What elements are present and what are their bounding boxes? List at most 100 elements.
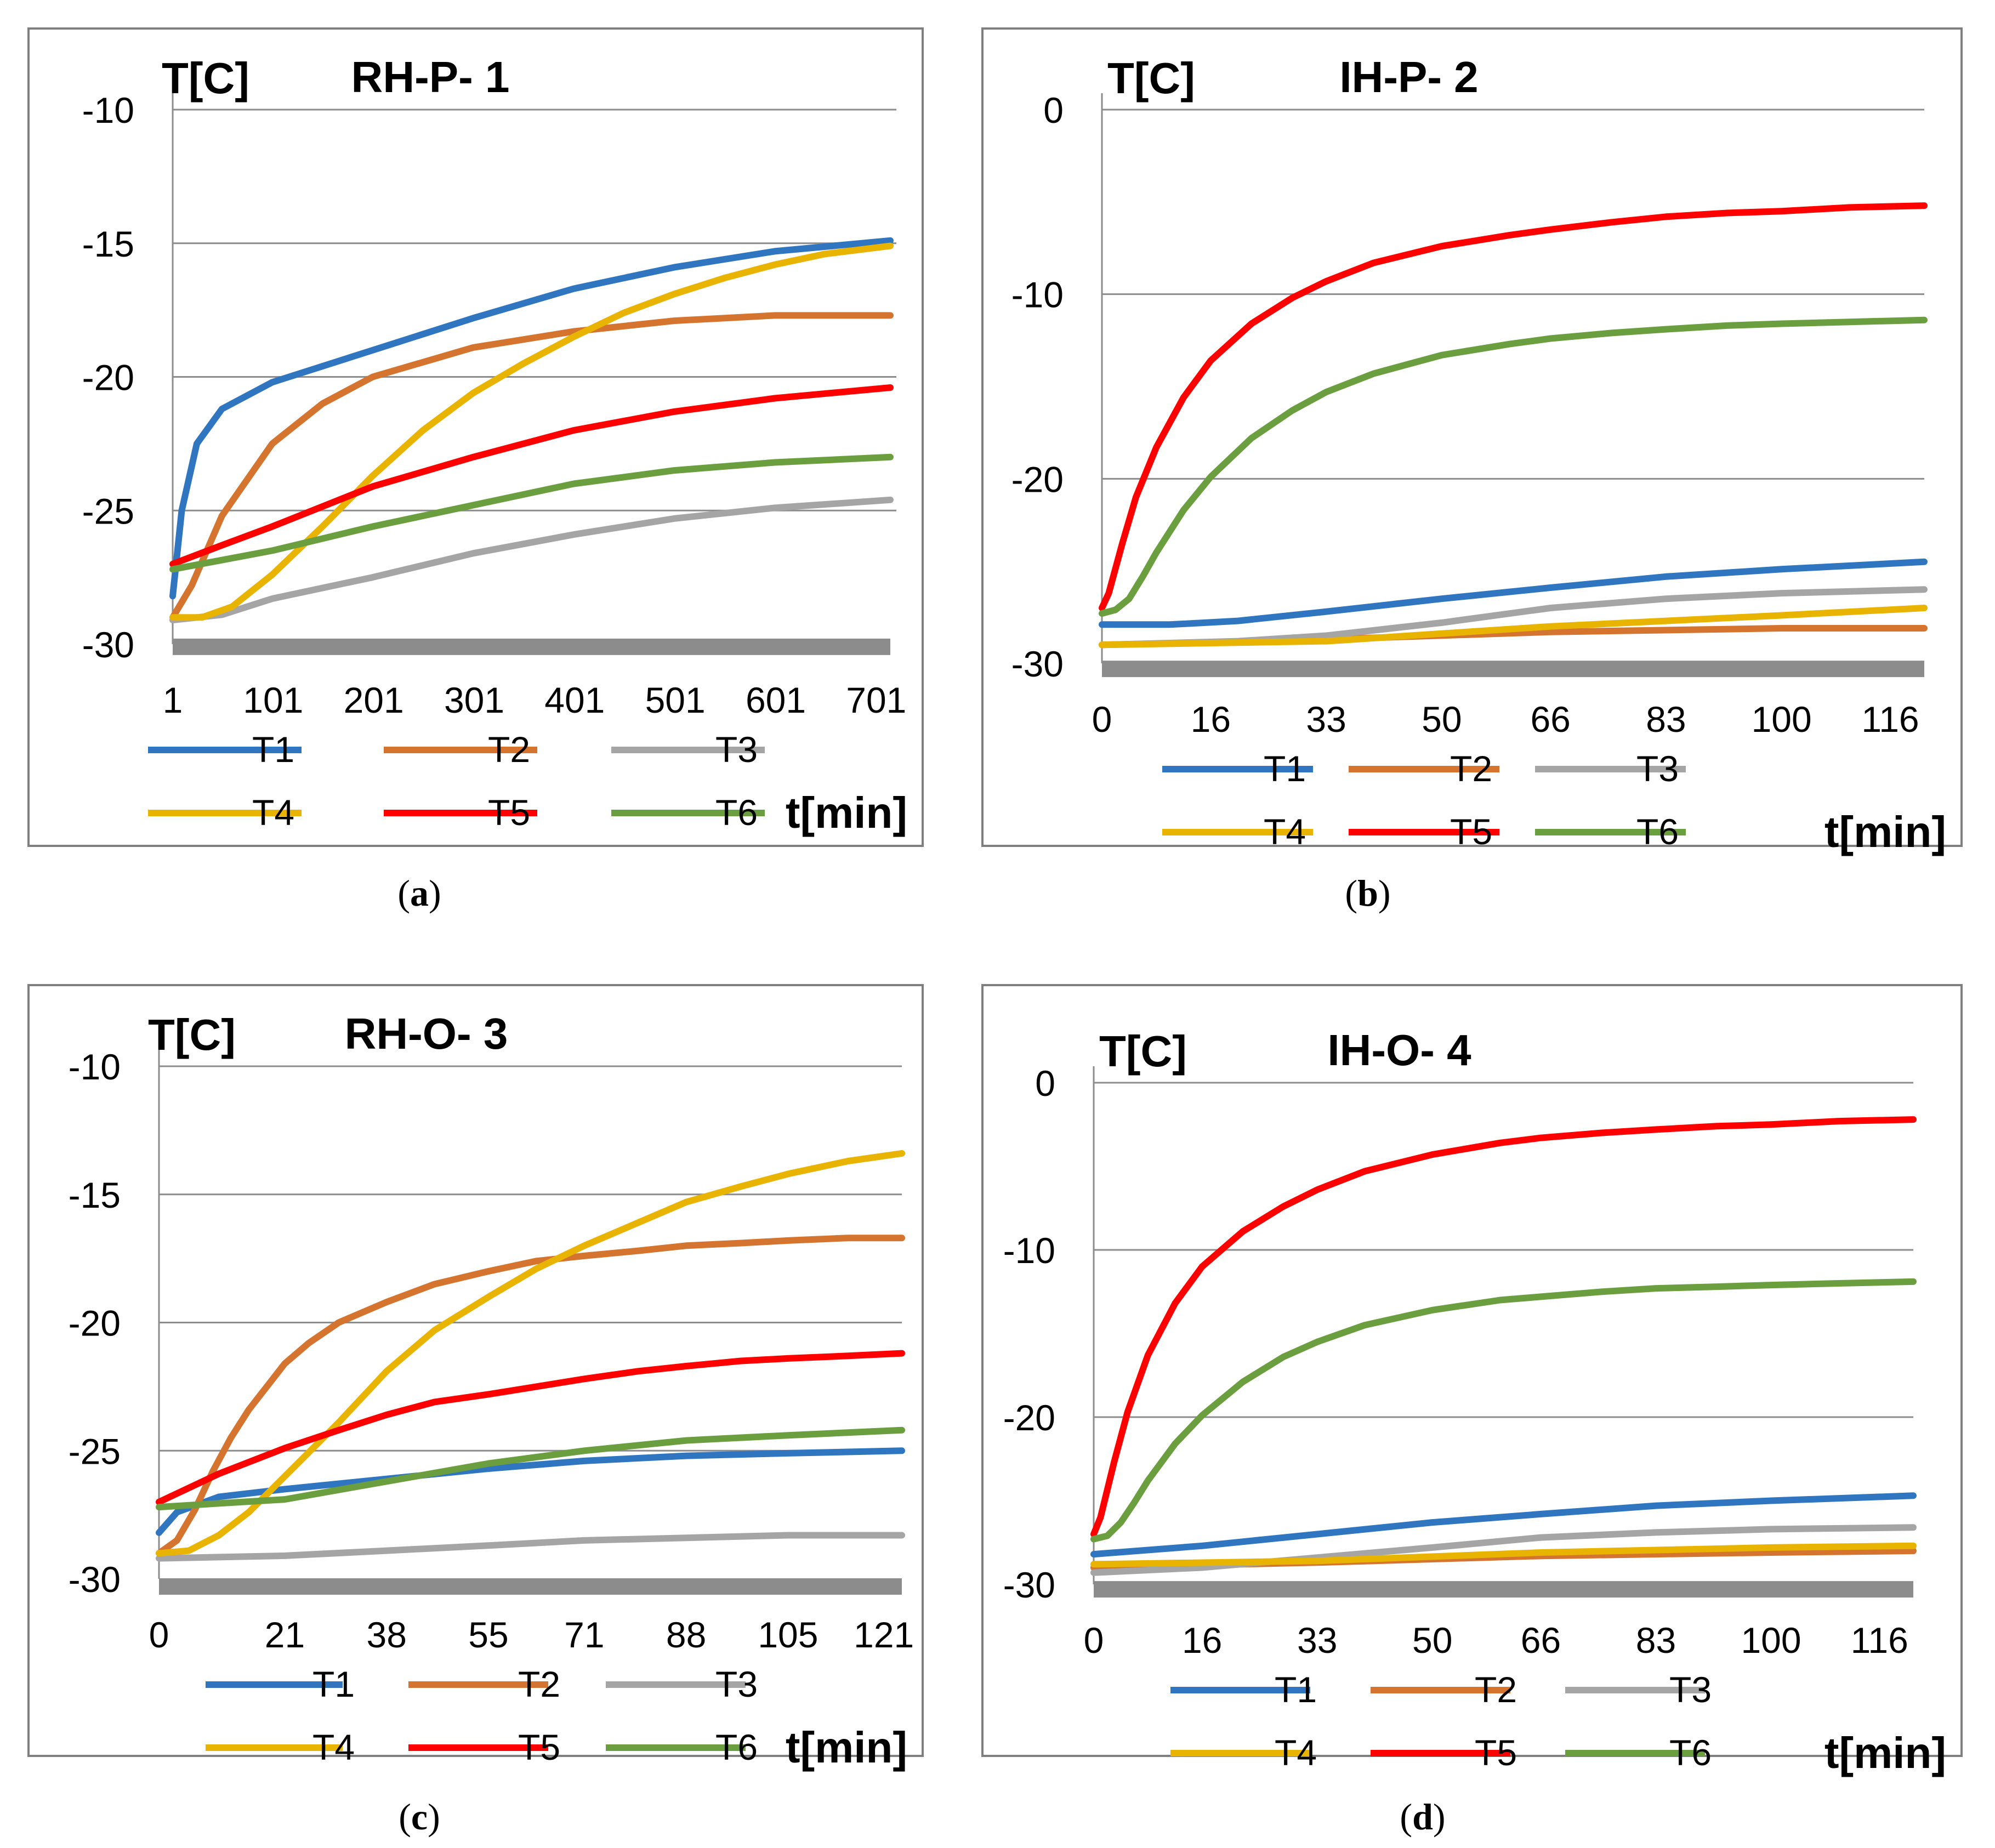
chart-frame: [27, 984, 924, 1757]
caption-letter: c: [411, 1796, 428, 1838]
x-tick-label: 121: [854, 1614, 914, 1655]
x-tick-label: 116: [1861, 699, 1919, 740]
subfigure-caption: (a): [397, 872, 441, 914]
series-line-t5: [1099, 202, 1928, 611]
y-tick-label: -10: [82, 90, 134, 130]
chart-panel-2: 0 -10 -20 -30 0 16 33 50 66 83 100 116 T[C] IH-P- 2 T1…: [981, 27, 1963, 856]
chart-svg-3: -10 -15 -20 -25 -30 0 21 38 55 71 88 105 121 T[C] RH-O…: [27, 984, 924, 1772]
subfigure-caption: (b): [1345, 872, 1391, 914]
y-tick-label: 0: [1043, 90, 1064, 130]
chart-frame: [981, 27, 1963, 847]
legend-label-t4: T4: [312, 1727, 355, 1767]
x-tick-label: 83: [1646, 699, 1686, 740]
legend-label-t1: T1: [1275, 1669, 1317, 1710]
legend-label-t2: T2: [488, 729, 530, 770]
y-axis-label: T[C]: [1107, 54, 1195, 103]
y-tick-label: -10: [69, 1047, 121, 1087]
legend-label-t2: T2: [1475, 1669, 1517, 1710]
subfigure-caption: (c): [399, 1796, 440, 1838]
y-tick-label: -20: [82, 357, 134, 398]
series-line-t1: [1099, 558, 1928, 628]
y-tick-label: -25: [82, 491, 134, 531]
x-tick-label: 66: [1521, 1620, 1561, 1661]
subfigure-caption: (d): [1400, 1796, 1446, 1838]
x-tick-label: 38: [367, 1614, 407, 1655]
x-tick-label: 88: [666, 1614, 706, 1655]
y-tick-label: -15: [82, 224, 134, 264]
chart-frame: [981, 984, 1963, 1757]
y-tick-label: -20: [1011, 459, 1064, 499]
x-tick-label: 21: [265, 1614, 305, 1655]
x-tick-label: 55: [468, 1614, 508, 1655]
x-axis-label: t[min]: [1825, 808, 1946, 856]
y-tick-label: -20: [69, 1303, 121, 1344]
legend-label-t4: T4: [252, 792, 294, 833]
series-line-t4: [1099, 605, 1928, 649]
legend-label-t1: T1: [312, 1664, 355, 1704]
series-line-t1: [1090, 1492, 1917, 1558]
legend-label-t3: T3: [1669, 1669, 1712, 1710]
series-line-t3: [156, 1532, 905, 1562]
y-tick-label: -10: [1011, 275, 1064, 315]
x-tick-label: 33: [1306, 699, 1346, 740]
x-tick-label: 33: [1297, 1620, 1337, 1661]
x-tick-label: 101: [243, 680, 303, 720]
y-tick-label: -15: [69, 1175, 121, 1215]
series-line-t2: [169, 312, 894, 621]
chart-title: IH-O- 4: [1327, 1026, 1471, 1074]
chart-svg-4: 0 -10 -20 -30 0 16 33 50 66 83 100 116 T[C] IH-O- 4 T1…: [981, 984, 1963, 1777]
legend-label-t6: T6: [1669, 1732, 1712, 1773]
x-tick-label: 83: [1636, 1620, 1676, 1661]
y-tick-label: 0: [1035, 1063, 1055, 1104]
legend-label-t5: T5: [1475, 1732, 1517, 1773]
legend-label-t6: T6: [715, 1727, 758, 1767]
x-tick-label: 301: [444, 680, 504, 720]
series-line-t4: [169, 242, 894, 621]
chart-panel-1: -10 -15 -20 -25 -30 1 101 201 301 401 501 601 701 T[C…: [27, 27, 924, 847]
y-tick-label: -30: [1011, 644, 1064, 684]
legend-label-t5: T5: [1450, 811, 1492, 852]
series-line-t6: [169, 453, 894, 573]
x-tick-label: 701: [846, 680, 906, 720]
series-line-t4: [156, 1150, 905, 1557]
legend-label-t4: T4: [1275, 1732, 1317, 1773]
x-tick-label: 71: [564, 1614, 604, 1655]
chart-svg-1: -10 -15 -20 -25 -30 1 101 201 301 401 501 601 701 T[C…: [27, 27, 924, 847]
x-tick-label: 105: [758, 1614, 818, 1655]
x-tick-label: 16: [1191, 699, 1231, 740]
series-line-t5: [169, 384, 894, 567]
chart-panel-3: -10 -15 -20 -25 -30 0 21 38 55 71 88 105 121 T[C] RH-O…: [27, 984, 924, 1772]
legend-label-t3: T3: [1636, 748, 1679, 789]
legend-label-t5: T5: [488, 792, 530, 833]
x-tick-label: 100: [1741, 1620, 1801, 1661]
legend-label-t2: T2: [1450, 748, 1492, 789]
legend-label-t3: T3: [715, 1664, 758, 1704]
x-tick-label: 50: [1422, 699, 1462, 740]
x-axis-label: t[min]: [786, 1723, 907, 1772]
x-tick-label: 201: [344, 680, 404, 720]
x-tick-label: 66: [1530, 699, 1570, 740]
chart-svg-2: 0 -10 -20 -30 0 16 33 50 66 83 100 116 T[C] IH-P- 2 T1…: [981, 27, 1963, 856]
series-line-t2: [156, 1235, 905, 1557]
chart-title: IH-P- 2: [1339, 53, 1478, 101]
legend-label-t5: T5: [518, 1727, 560, 1767]
y-tick-label: -10: [1003, 1230, 1055, 1271]
x-tick-label: 50: [1412, 1620, 1452, 1661]
x-tick-label: 0: [149, 1614, 169, 1655]
y-axis-label: T[C]: [148, 1010, 236, 1059]
chart-title: RH-O- 3: [345, 1009, 508, 1058]
chart-frame: [27, 27, 924, 847]
series-line-t6: [156, 1426, 905, 1511]
legend-label-t6: T6: [715, 792, 758, 833]
y-axis-label: T[C]: [1099, 1027, 1187, 1076]
y-axis-label: T[C]: [162, 54, 249, 103]
legend-label-t6: T6: [1636, 811, 1679, 852]
x-axis-label: t[min]: [1825, 1728, 1946, 1777]
x-tick-label: 401: [544, 680, 605, 720]
caption-letter: a: [410, 872, 429, 914]
x-tick-label: 100: [1752, 699, 1812, 740]
x-tick-label: 1: [163, 680, 183, 720]
caption-letter: d: [1412, 1796, 1433, 1838]
chart-title: RH-P- 1: [351, 53, 510, 101]
series-line-t6: [1090, 1278, 1917, 1543]
